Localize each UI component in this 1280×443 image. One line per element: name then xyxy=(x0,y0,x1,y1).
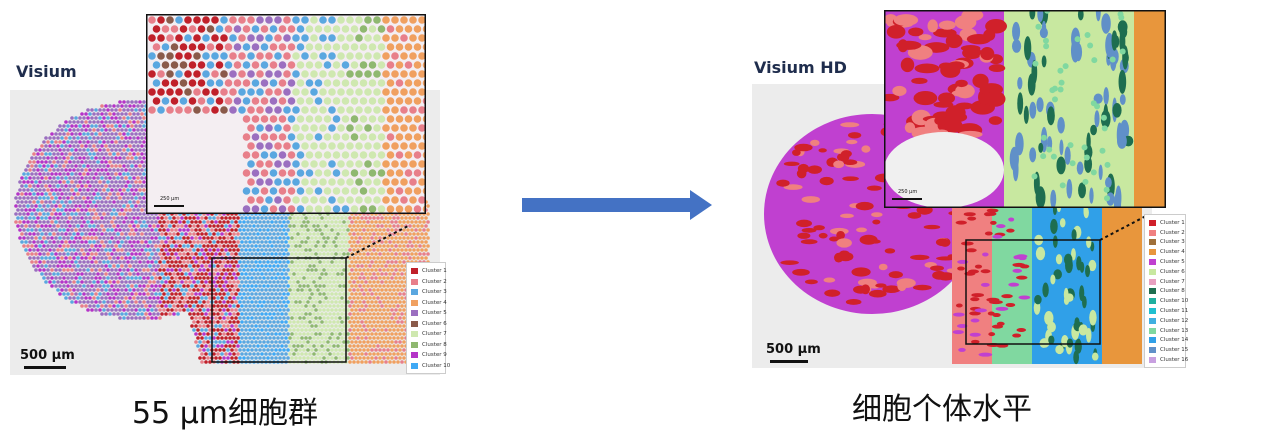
legend-label: Cluster 4 xyxy=(1160,249,1185,256)
legend-swatch xyxy=(411,299,418,306)
visium-hd-legend-item: Cluster 4 xyxy=(1149,247,1185,257)
legend-label: Cluster 11 xyxy=(1160,308,1189,315)
legend-swatch xyxy=(1149,229,1156,236)
visium-hd-legend: Cluster 1 Cluster 2 Cluster 3 Cluster 4 Clus… xyxy=(1144,214,1188,368)
visium-hd-legend-item: Cluster 3 xyxy=(1149,238,1185,248)
legend-label: Cluster 12 xyxy=(1160,317,1189,324)
legend-label: Cluster 7 xyxy=(1160,278,1185,285)
visium-inset xyxy=(146,14,426,214)
visium-hd-zoom-connector xyxy=(1099,215,1147,241)
visium-legend-item: Cluster 1 xyxy=(411,266,447,277)
legend-swatch xyxy=(411,352,418,359)
visium-hd-legend-item: Cluster 1 xyxy=(1149,218,1185,228)
legend-swatch xyxy=(1149,219,1156,226)
legend-label: Cluster 14 xyxy=(1160,337,1189,344)
legend-swatch xyxy=(1149,278,1156,285)
visium-hd-inset-scalebar xyxy=(892,198,922,200)
visium-hd-legend-item: Cluster 10 xyxy=(1149,296,1188,306)
visium-hd-zoom-region xyxy=(965,239,1101,345)
legend-swatch xyxy=(1149,249,1156,256)
visium-title: Visium xyxy=(16,62,77,81)
legend-label: Cluster 10 xyxy=(1160,298,1189,305)
visium-hd-scalebar-label: 500 µm xyxy=(766,342,821,357)
visium-hd-legend-item: Cluster 16 xyxy=(1149,355,1188,365)
legend-swatch xyxy=(1149,347,1156,354)
visium-hd-legend-item: Cluster 8 xyxy=(1149,287,1185,297)
legend-label: Cluster 3 xyxy=(422,289,447,296)
visium-hd-title: Visium HD xyxy=(754,58,847,77)
visium-legend-item: Cluster 8 xyxy=(411,340,447,351)
visium-hd-inset-scalebar-label: 250 µm xyxy=(898,189,918,195)
visium-caption: 55 µm细胞群 xyxy=(132,396,319,431)
legend-label: Cluster 8 xyxy=(1160,288,1185,295)
visium-legend-item: Cluster 5 xyxy=(411,308,447,319)
legend-swatch xyxy=(411,268,418,275)
legend-label: Cluster 3 xyxy=(1160,239,1185,246)
legend-swatch xyxy=(411,341,418,348)
legend-swatch xyxy=(1149,298,1156,305)
visium-scalebar xyxy=(24,366,66,369)
visium-hd-scalebar xyxy=(770,360,808,363)
visium-hd-legend-item: Cluster 13 xyxy=(1149,326,1188,336)
legend-label: Cluster 9 xyxy=(422,352,447,359)
visium-inset-scalebar-label: 250 µm xyxy=(160,196,180,202)
visium-legend: Cluster 1 Cluster 2 Cluster 3 Cluster 4 Clus… xyxy=(406,262,450,374)
legend-swatch xyxy=(1149,308,1156,315)
legend-swatch xyxy=(411,320,418,327)
visium-zoom-connector xyxy=(345,224,411,259)
legend-label: Cluster 1 xyxy=(422,268,447,275)
legend-swatch xyxy=(1149,268,1156,275)
visium-hd-legend-item: Cluster 2 xyxy=(1149,228,1185,238)
legend-label: Cluster 5 xyxy=(422,310,447,317)
visium-legend-item: Cluster 9 xyxy=(411,350,447,361)
visium-hd-legend-item: Cluster 7 xyxy=(1149,277,1185,287)
legend-swatch xyxy=(411,278,418,285)
visium-legend-item: Cluster 10 xyxy=(411,361,450,372)
legend-swatch xyxy=(1149,259,1156,266)
legend-swatch xyxy=(1149,288,1156,295)
legend-label: Cluster 16 xyxy=(1160,357,1189,364)
legend-swatch xyxy=(411,289,418,296)
visium-legend-item: Cluster 2 xyxy=(411,277,447,288)
legend-swatch xyxy=(411,331,418,338)
visium-legend-item: Cluster 6 xyxy=(411,319,447,330)
visium-hd-legend-item: Cluster 12 xyxy=(1149,316,1188,326)
legend-swatch xyxy=(1149,327,1156,334)
legend-swatch xyxy=(1149,317,1156,324)
legend-label: Cluster 1 xyxy=(1160,219,1185,226)
visium-hd-caption: 细胞个体水平 xyxy=(852,392,1032,427)
visium-hd-legend-item: Cluster 15 xyxy=(1149,345,1188,355)
legend-label: Cluster 5 xyxy=(1160,259,1185,266)
visium-legend-item: Cluster 4 xyxy=(411,298,447,309)
visium-legend-item: Cluster 7 xyxy=(411,329,447,340)
legend-swatch xyxy=(1149,239,1156,246)
visium-hd-legend-item: Cluster 5 xyxy=(1149,257,1185,267)
legend-label: Cluster 2 xyxy=(1160,229,1185,236)
visium-inset-scalebar xyxy=(154,205,184,207)
visium-scalebar-label: 500 µm xyxy=(20,348,75,363)
legend-swatch xyxy=(411,310,418,317)
legend-label: Cluster 8 xyxy=(422,341,447,348)
legend-label: Cluster 2 xyxy=(422,278,447,285)
legend-label: Cluster 4 xyxy=(422,299,447,306)
transition-arrow xyxy=(522,190,712,220)
visium-legend-item: Cluster 3 xyxy=(411,287,447,298)
legend-label: Cluster 6 xyxy=(1160,268,1185,275)
visium-hd-legend-item: Cluster 14 xyxy=(1149,336,1188,346)
legend-label: Cluster 10 xyxy=(422,362,451,369)
visium-zoom-region xyxy=(211,257,347,363)
legend-label: Cluster 6 xyxy=(422,320,447,327)
visium-hd-legend-item: Cluster 11 xyxy=(1149,306,1188,316)
legend-label: Cluster 13 xyxy=(1160,327,1189,334)
legend-label: Cluster 15 xyxy=(1160,347,1189,354)
legend-label: Cluster 7 xyxy=(422,331,447,338)
visium-hd-legend-item: Cluster 6 xyxy=(1149,267,1185,277)
legend-swatch xyxy=(1149,357,1156,364)
visium-hd-inset xyxy=(884,10,1166,208)
legend-swatch xyxy=(411,362,418,369)
legend-swatch xyxy=(1149,337,1156,344)
